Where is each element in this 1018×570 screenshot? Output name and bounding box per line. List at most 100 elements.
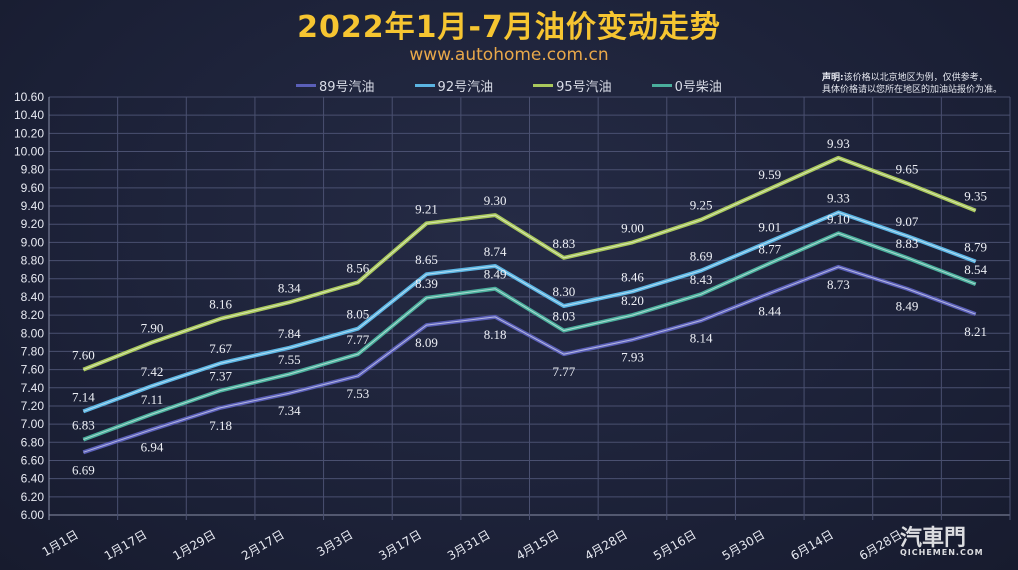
- data-label: 7.14: [72, 389, 95, 404]
- data-label: 9.25: [690, 198, 713, 213]
- x-tick-label: 3月31日: [445, 527, 493, 563]
- data-label: 8.20: [621, 293, 644, 308]
- y-tick-label: 9.20: [21, 217, 45, 231]
- data-label: 8.39: [415, 276, 438, 291]
- series-line-highlight: [83, 232, 976, 441]
- data-label: 8.56: [347, 260, 370, 275]
- y-tick-label: 8.00: [21, 326, 45, 340]
- y-tick-label: 6.60: [21, 453, 45, 467]
- data-label: 8.18: [484, 327, 507, 342]
- legend-swatch: [414, 84, 435, 87]
- data-label: 8.30: [552, 284, 575, 299]
- y-tick-label: 10.60: [14, 90, 44, 104]
- data-label: 8.83: [552, 236, 575, 251]
- legend-label: 89号汽油: [319, 80, 375, 95]
- data-label: 8.79: [964, 239, 987, 254]
- data-label: 8.09: [415, 335, 438, 350]
- data-label: 9.10: [827, 211, 850, 226]
- watermark-logo: 汽車門 QICHEMEN.COM: [900, 520, 984, 557]
- data-label: 7.93: [621, 350, 644, 365]
- x-tick-label: 1月1日: [40, 527, 81, 559]
- y-tick-label: 10.40: [14, 108, 44, 122]
- y-tick-label: 7.00: [21, 417, 45, 431]
- chart-title: 2022年1月-7月油价变动走势: [297, 10, 721, 45]
- legend-item[interactable]: 0号柴油: [651, 76, 722, 95]
- series-line-highlight: [83, 211, 976, 412]
- data-label: 8.16: [209, 297, 232, 312]
- data-label: 6.94: [141, 440, 164, 455]
- data-label: 8.49: [484, 267, 507, 282]
- x-tick-label: 6月28日: [857, 527, 905, 563]
- legend-label: 92号汽油: [437, 80, 494, 95]
- data-label: 8.05: [347, 307, 370, 322]
- data-label: 7.53: [347, 386, 370, 401]
- data-label: 9.59: [758, 167, 781, 182]
- x-tick-label: 6月14日: [788, 527, 836, 563]
- data-label: 8.34: [278, 280, 301, 295]
- y-tick-label: 6.00: [21, 508, 45, 522]
- data-label: 7.77: [552, 364, 575, 379]
- series-line-highlight: [83, 157, 976, 371]
- legend-label: 0号柴油: [674, 80, 722, 95]
- data-label: 7.77: [347, 332, 370, 347]
- data-label: 8.49: [896, 299, 919, 314]
- data-label: 9.65: [896, 161, 919, 176]
- y-tick-label: 7.20: [21, 399, 45, 413]
- data-label: 8.74: [484, 244, 507, 259]
- data-label: 7.55: [278, 352, 301, 367]
- data-label: 9.07: [896, 214, 919, 229]
- data-label: 7.42: [141, 364, 164, 379]
- legend-swatch: [533, 84, 554, 87]
- x-tick-label: 4月28日: [582, 527, 630, 563]
- y-tick-label: 8.60: [21, 272, 45, 286]
- data-label: 7.67: [209, 341, 232, 356]
- y-tick-label: 8.20: [21, 308, 45, 322]
- legend-item[interactable]: 95号汽油: [533, 76, 612, 95]
- data-label: 9.93: [827, 136, 850, 151]
- x-tick-label: 5月16日: [651, 527, 699, 563]
- legend: 89号汽油 92号汽油 95号汽油 0号柴油: [296, 76, 722, 95]
- y-tick-label: 7.40: [21, 381, 45, 395]
- data-label: 7.34: [278, 403, 301, 418]
- x-tick-label: 1月29日: [170, 527, 218, 563]
- data-label: 8.83: [896, 236, 919, 251]
- data-label: 8.69: [690, 249, 713, 264]
- y-tick-label: 6.40: [21, 472, 45, 486]
- legend-item[interactable]: 89号汽油: [296, 76, 375, 95]
- data-label: 7.60: [72, 348, 95, 363]
- legend-label: 95号汽油: [556, 80, 612, 95]
- data-label: 9.30: [484, 193, 507, 208]
- data-label: 6.69: [72, 462, 95, 477]
- data-label: 8.46: [621, 269, 644, 284]
- x-tick-label: 2月17日: [239, 527, 287, 563]
- note-label: 声明:: [822, 73, 844, 83]
- x-tick-label: 3月17日: [376, 527, 424, 563]
- y-tick-label: 9.00: [21, 235, 45, 249]
- y-tick-label: 8.40: [21, 290, 45, 304]
- data-label: 9.35: [964, 189, 987, 204]
- data-label: 9.00: [621, 220, 644, 235]
- watermark-sub: QICHEMEN.COM: [900, 548, 984, 557]
- data-label: 7.18: [209, 418, 232, 433]
- data-label: 8.44: [758, 303, 781, 318]
- note-line1: 该价格以北京地区为例，仅供参考，: [843, 73, 988, 83]
- data-label: 8.54: [964, 262, 987, 277]
- x-tick-label: 1月17日: [102, 527, 150, 563]
- series-line-highlight: [83, 266, 976, 453]
- legend-item[interactable]: 92号汽油: [414, 76, 494, 95]
- data-label: 8.21: [964, 324, 987, 339]
- x-tick-label: 5月30日: [720, 527, 768, 563]
- watermark-text: 汽車門: [900, 526, 967, 551]
- y-tick-label: 9.60: [21, 181, 45, 195]
- x-tick-label: 4月15日: [514, 527, 562, 563]
- data-label: 8.73: [827, 277, 850, 292]
- data-label: 9.21: [415, 201, 438, 216]
- note-line2: 具体价格请以您所在地区的加油站报价为准。: [822, 85, 1003, 95]
- y-tick-label: 10.20: [14, 126, 44, 140]
- data-label: 8.77: [758, 241, 781, 256]
- y-tick-label: 9.40: [21, 199, 45, 213]
- data-label: 8.43: [690, 272, 713, 287]
- data-label: 7.11: [141, 392, 163, 407]
- legend-swatch: [651, 84, 672, 87]
- y-tick-label: 8.80: [21, 254, 45, 268]
